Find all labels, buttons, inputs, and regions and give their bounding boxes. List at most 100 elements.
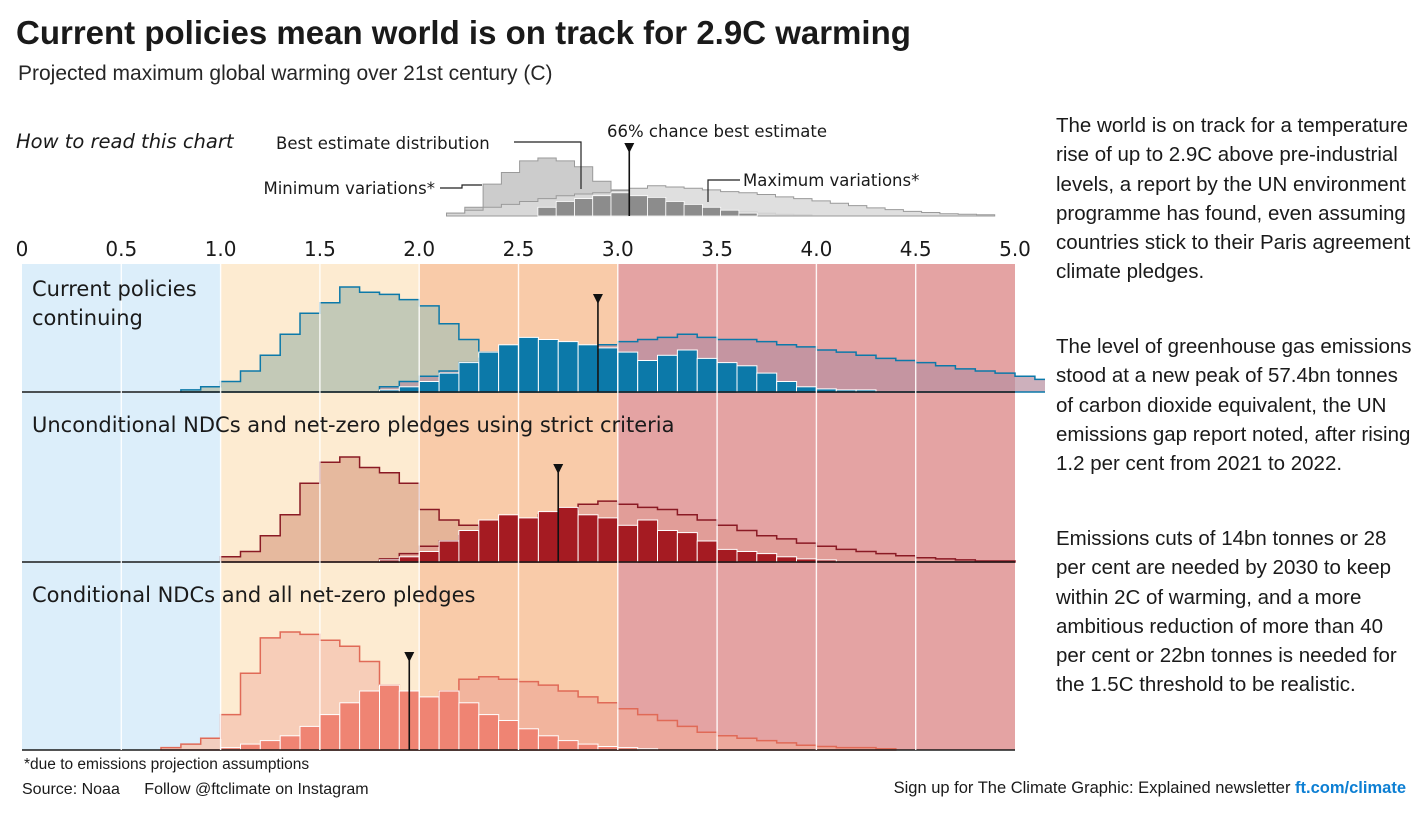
panel-2-best-bar-2 bbox=[259, 740, 281, 751]
key-best-bar-9 bbox=[702, 206, 722, 217]
panel-2-best-bar-1 bbox=[240, 743, 261, 751]
panel-0-best-bar-12 bbox=[617, 351, 639, 393]
leader-max bbox=[707, 179, 740, 202]
panel-0-best-bar-13 bbox=[637, 360, 659, 393]
panel-1-best-bar-17 bbox=[716, 548, 738, 563]
panel-2-best-bar-11 bbox=[438, 690, 460, 751]
newsletter-signup: Sign up for The Climate Graphic: Explain… bbox=[894, 779, 1406, 798]
panel-1-best-bar-11 bbox=[597, 517, 619, 563]
key-best-estimate-label: Best estimate distribution bbox=[276, 134, 490, 153]
panel-1-best-bar-14 bbox=[657, 530, 678, 563]
panel-1-best-bar-3 bbox=[438, 540, 460, 563]
panel-1-best-estimate-marker bbox=[553, 464, 564, 474]
panel-1 bbox=[22, 456, 1016, 563]
source-text: Source: Noaa bbox=[22, 781, 120, 798]
key-best-bar-3 bbox=[592, 195, 612, 217]
panel-2-best-bar-18 bbox=[577, 743, 599, 751]
panel-0-best-bar-20 bbox=[776, 381, 798, 393]
panel-2-best-bar-5 bbox=[319, 714, 341, 751]
warming-chart: How to read this chart Best estimate dis… bbox=[16, 122, 1045, 751]
x-tick-label-6: 3.0 bbox=[602, 237, 634, 261]
panel-2-best-bar-8 bbox=[379, 684, 400, 751]
x-tick-label-4: 2.0 bbox=[403, 237, 435, 261]
panel-1-best-bar-8 bbox=[537, 511, 559, 563]
x-axis: 0 0.5 1.0 1.5 2.0 2.5 3.0 3.5 4.0 4.5 5.0 bbox=[16, 237, 1031, 261]
key-best-bar-7 bbox=[665, 201, 685, 217]
panel-2-best-bar-7 bbox=[359, 690, 381, 751]
panel-0-best-bar-18 bbox=[736, 365, 758, 393]
panel-2-best-bar-3 bbox=[279, 735, 301, 751]
panel-2-best-bar-15 bbox=[518, 728, 539, 751]
panel-1-label-line-0: Unconditional NDCs and net-zero pledges … bbox=[32, 413, 674, 437]
panel-1-best-bar-4 bbox=[458, 530, 480, 563]
key-best-bar-11 bbox=[738, 212, 758, 217]
panel-2-best-estimate-marker bbox=[404, 652, 415, 662]
panel-0-best-bar-7 bbox=[518, 336, 539, 393]
key-chance-label: 66% chance best estimate bbox=[607, 122, 827, 141]
side-paragraph-3: Emissions cuts of 14bn tonnes or 28 per … bbox=[1056, 527, 1397, 697]
panel-1-best-bar-16 bbox=[696, 540, 718, 563]
panel-2-best-bar-10 bbox=[418, 696, 440, 751]
panel-0-best-bar-16 bbox=[696, 357, 718, 393]
key-best-bar-2 bbox=[574, 198, 594, 217]
panel-0-best-bar-11 bbox=[597, 347, 619, 393]
chart-title: Current policies mean world is on track … bbox=[16, 14, 911, 51]
signup-text: Sign up for The Climate Graphic: Explain… bbox=[893, 779, 1291, 797]
side-paragraph-1: The world is on track for a temperature … bbox=[1056, 114, 1411, 284]
panel-labels: Current policies continuing Unconditional … bbox=[32, 277, 674, 607]
panel-0-best-bar-17 bbox=[716, 362, 738, 393]
panel-2-best-bar-13 bbox=[478, 714, 500, 751]
panel-1-best-bar-10 bbox=[577, 514, 599, 563]
key-heading: How to read this chart bbox=[16, 130, 235, 153]
x-tick-label-8: 4.0 bbox=[800, 237, 832, 261]
x-tick-label-2: 1.0 bbox=[205, 237, 237, 261]
key-best-estimate-marker bbox=[624, 143, 635, 153]
x-tick-label-3: 1.5 bbox=[304, 237, 336, 261]
x-tick-label-9: 4.5 bbox=[900, 237, 932, 261]
panel-1-best-bar-19 bbox=[756, 553, 778, 563]
leader-min bbox=[440, 184, 482, 189]
panel-0-best-bar-9 bbox=[557, 341, 579, 393]
key-best-bar-8 bbox=[683, 203, 703, 217]
panel-1-best-bar-5 bbox=[478, 519, 500, 563]
side-paragraph-2: The level of greenhouse gas emissions st… bbox=[1056, 335, 1412, 476]
key-best-bar-0 bbox=[537, 206, 557, 217]
panel-0-best-bar-3 bbox=[438, 372, 460, 393]
x-tick-label-10: 5.0 bbox=[999, 237, 1031, 261]
leader-best-estimate bbox=[514, 141, 582, 189]
panel-0-label-line-1: continuing bbox=[32, 306, 143, 330]
panel-0-best-bar-8 bbox=[537, 339, 559, 393]
panel-0-label-line-0: Current policies bbox=[32, 277, 197, 301]
panel-2-best-bar-6 bbox=[339, 702, 361, 751]
footnote: *due to emissions projection assumptions bbox=[24, 756, 310, 773]
panel-2-best-bar-17 bbox=[557, 740, 579, 751]
panel-0-best-bar-2 bbox=[418, 381, 440, 393]
reading-key: How to read this chart Best estimate dis… bbox=[16, 122, 996, 217]
panel-0-best-bar-5 bbox=[478, 351, 500, 393]
panel-0-best-bar-19 bbox=[756, 372, 778, 393]
panel-1-best-bar-7 bbox=[518, 517, 539, 563]
key-best-bar-4 bbox=[610, 192, 630, 217]
panels bbox=[22, 286, 1045, 751]
follow-link[interactable]: Follow @ftclimate on Instagram bbox=[144, 781, 369, 798]
x-tick-label-5: 2.5 bbox=[503, 237, 535, 261]
panel-0-best-bar-6 bbox=[498, 344, 520, 393]
gridlines bbox=[120, 264, 917, 750]
panel-2-label-line-0: Conditional NDCs and all net-zero pledge… bbox=[32, 583, 475, 607]
panel-0-best-bar-10 bbox=[577, 344, 599, 393]
signup-link[interactable]: ft.com/climate bbox=[1295, 779, 1406, 797]
x-tick-label-7: 3.5 bbox=[701, 237, 733, 261]
key-min-label: Minimum variations* bbox=[263, 179, 435, 198]
panel-2-best-bar-4 bbox=[299, 725, 321, 751]
panel-2-best-bar-16 bbox=[537, 735, 559, 751]
x-tick-label-1: 0.5 bbox=[105, 237, 137, 261]
panel-0-best-bar-15 bbox=[676, 349, 698, 393]
key-max-label: Maximum variations* bbox=[743, 171, 919, 190]
panel-1-best-bar-12 bbox=[617, 524, 639, 563]
panel-0-best-bar-14 bbox=[657, 354, 678, 393]
panel-1-best-bar-6 bbox=[498, 514, 520, 563]
panel-1-best-bar-15 bbox=[676, 532, 698, 563]
x-tick-label-0: 0 bbox=[16, 237, 29, 261]
panel-0-best-bar-4 bbox=[458, 362, 480, 393]
panel-2-best-bar-12 bbox=[458, 702, 480, 751]
